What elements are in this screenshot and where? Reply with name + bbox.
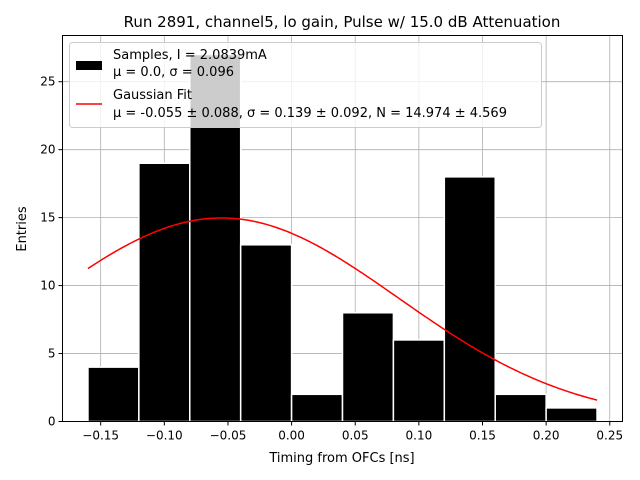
histogram-bar [138, 162, 191, 423]
histogram-bar [239, 244, 293, 423]
y-tick-label: 15 [40, 211, 55, 225]
y-tick-label: 20 [40, 143, 55, 157]
histogram-bar [545, 407, 598, 423]
y-tick-label: 25 [40, 75, 55, 89]
y-axis-ticks: 0 5 10 15 20 25 [40, 75, 63, 429]
legend-box [69, 42, 542, 128]
y-tick-label: 5 [48, 347, 56, 361]
chart-title: Run 2891, channel5, lo gain, Pulse w/ 15… [124, 13, 561, 31]
legend: Samples, I = 2.0839mA μ = 0.0, σ = 0.096… [69, 42, 542, 128]
legend-fit-stats: μ = -0.055 ± 0.088, σ = 0.139 ± 0.092, N… [113, 106, 507, 121]
x-tick-label: 0.10 [406, 429, 433, 443]
y-axis-label: Entries [15, 206, 30, 252]
legend-samples-stats: μ = 0.0, σ = 0.096 [113, 65, 234, 80]
y-tick-label: 10 [40, 279, 55, 293]
x-tick-label: 0.20 [533, 429, 560, 443]
x-tick-label: 0.15 [469, 429, 496, 443]
x-tick-label: −0.15 [82, 429, 119, 443]
x-tick-label: 0.00 [278, 429, 305, 443]
x-tick-label: 0.05 [342, 429, 369, 443]
x-tick-label: −0.10 [146, 429, 183, 443]
legend-swatch-samples [76, 61, 102, 70]
histogram-bar [87, 366, 140, 423]
x-tick-label: −0.05 [210, 429, 247, 443]
x-tick-label: 0.25 [596, 429, 623, 443]
histogram-bar [392, 339, 446, 423]
histogram-bar [341, 312, 395, 423]
x-axis-label: Timing from OFCs [ns] [268, 451, 414, 466]
plot-frame [62, 35, 623, 422]
histogram-bar [443, 176, 496, 423]
x-axis-ticks: −0.15 −0.10 −0.05 0.00 0.05 0.10 0.15 0.20 0.25 [82, 421, 623, 443]
histogram-bar [494, 393, 547, 423]
gaussian-fit-curve [87, 217, 598, 401]
histogram-bar [290, 393, 344, 423]
y-tick-label: 0 [48, 415, 56, 429]
legend-fit-label: Gaussian Fit [113, 88, 192, 103]
legend-samples-label: Samples, I = 2.0839mA [113, 48, 267, 63]
